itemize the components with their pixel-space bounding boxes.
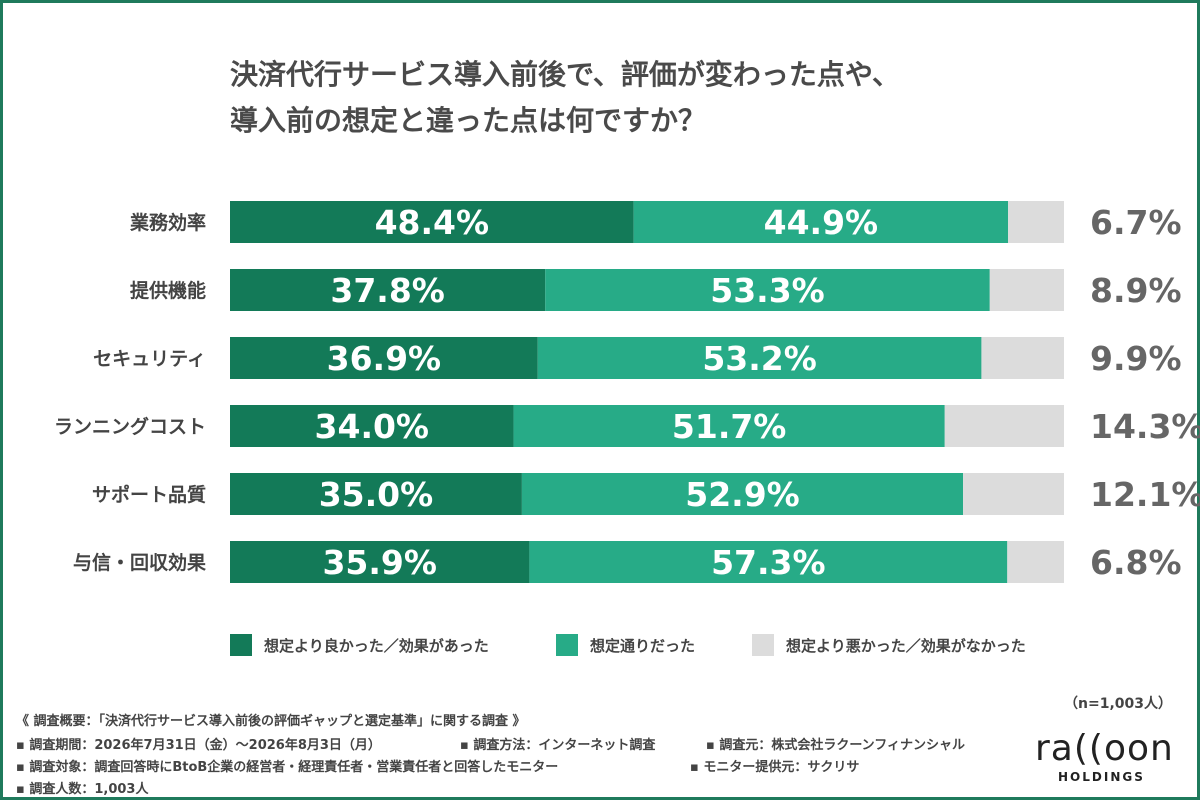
bar-segment-expected: [633, 201, 1009, 243]
legend-swatch-worse: [752, 634, 774, 656]
category-label: ランニングコスト: [54, 415, 206, 438]
data-label-worse: 9.9%: [1090, 339, 1182, 378]
bar-segment-expected: [513, 405, 945, 447]
legend-label-better: 想定より良かった／効果があった: [264, 636, 489, 655]
bar-segment-worse: [1008, 201, 1064, 243]
data-label-worse: 6.8%: [1090, 543, 1182, 582]
data-label-expected: 44.9%: [764, 203, 879, 242]
bar-segment-worse: [944, 405, 1064, 447]
chart-title-line-2: 導入前の想定と違った点は何ですか？: [230, 104, 707, 137]
bar-segment-better: [230, 201, 634, 243]
data-label-better: 48.4%: [375, 203, 490, 242]
bar-segment-worse: [989, 269, 1064, 311]
legend-swatch-better: [230, 634, 252, 656]
legend-item-worse: 想定より悪かった／効果がなかった: [752, 634, 1026, 656]
data-label-better: 34.0%: [315, 407, 430, 446]
data-label-expected: 52.9%: [685, 475, 800, 514]
note-overview: 《 調査概要：「決済代行サービス導入前後の評価ギャップと選定基準」に関する調査 …: [16, 714, 526, 729]
legend-item-better: 想定より良かった／効果があった: [230, 634, 489, 656]
category-label: 提供機能: [130, 279, 206, 302]
data-label-better: 35.0%: [319, 475, 434, 514]
legend: 想定より良かった／効果があった 想定通りだった 想定より悪かった／効果がなかった: [230, 634, 1130, 664]
bar-segment-expected: [521, 473, 964, 515]
data-label-better: 35.9%: [322, 543, 437, 582]
data-label-expected: 53.2%: [702, 339, 817, 378]
chart-title: 決済代行サービス導入前後で、評価が変わった点や、 導入前の想定と違った点は何です…: [230, 52, 1130, 144]
bar-segment-expected: [537, 337, 982, 379]
logo-subtitle: HOLDINGS: [1058, 770, 1145, 784]
category-label: 与信・回収効果: [73, 551, 206, 574]
data-label-worse: 6.7%: [1090, 203, 1182, 242]
legend-swatch-expected: [556, 634, 578, 656]
chart-title-line-1: 決済代行サービス導入前後で、評価が変わった点や、: [230, 58, 901, 91]
bar-segment-better: [230, 541, 530, 583]
note-count: ▪ 調査人数：1,003人: [16, 782, 149, 797]
legend-item-expected: 想定通りだった: [556, 634, 695, 656]
note-period: ▪ 調査期間：2026年7月31日（金）〜2026年8月3日（月）: [16, 738, 381, 753]
note-method: ▪ 調査方法：インターネット調査: [460, 738, 656, 753]
bar-segment-worse: [963, 473, 1064, 515]
data-label-worse: 12.1%: [1090, 475, 1200, 514]
raccoon-holdings-logo: ra((oon HOLDINGS: [1035, 728, 1175, 790]
bar-segment-better: [230, 405, 514, 447]
note-target: ▪ 調査対象：調査回答時にBtoB企業の経営者・経理責任者・営業責任者と回答した…: [16, 760, 559, 775]
data-label-expected: 53.3%: [710, 271, 825, 310]
logo-wordmark: ra((oon: [1035, 728, 1174, 769]
category-label: セキュリティ: [93, 348, 206, 370]
sample-size: （n=1,003人）: [1064, 696, 1172, 712]
note-provider: ▪ モニター提供元：サクリサ: [690, 760, 860, 775]
category-label: サポート品質: [92, 483, 206, 506]
bar-segment-better: [230, 337, 538, 379]
bar-segment-better: [230, 473, 522, 515]
bar-segment-expected: [545, 269, 990, 311]
bar-segment-worse: [1007, 541, 1064, 583]
data-label-worse: 14.3%: [1090, 407, 1200, 446]
note-source: ▪ 調査元：株式会社ラクーンフィナンシャル: [706, 738, 966, 753]
data-label-better: 36.9%: [327, 339, 442, 378]
bar-segment-better: [230, 269, 546, 311]
data-label-worse: 8.9%: [1090, 271, 1182, 310]
bar-segment-worse: [981, 337, 1064, 379]
data-label-better: 37.8%: [330, 271, 445, 310]
legend-label-expected: 想定通りだった: [590, 636, 696, 655]
data-label-expected: 51.7%: [672, 407, 787, 446]
bar-segment-expected: [529, 541, 1008, 583]
legend-label-worse: 想定より悪かった／効果がなかった: [786, 636, 1026, 655]
category-label: 業務効率: [129, 211, 206, 234]
data-label-expected: 57.3%: [711, 543, 826, 582]
